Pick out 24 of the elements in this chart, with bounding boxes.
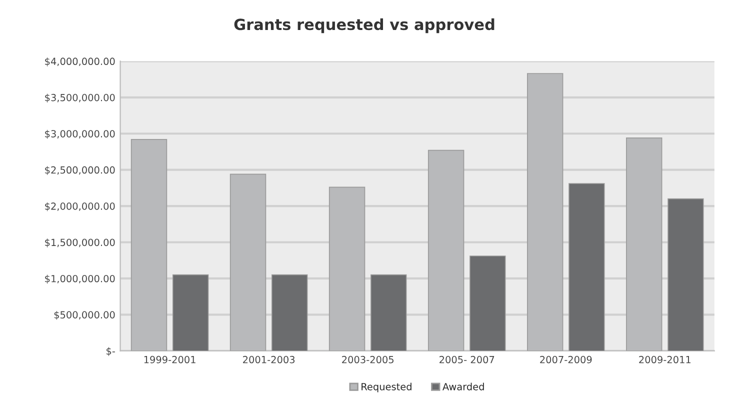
y-tick-label: $- bbox=[106, 347, 115, 356]
x-tick-label: 2005- 2007 bbox=[440, 356, 494, 364]
y-tick-label: $2,000,000.00 bbox=[45, 202, 115, 212]
chart-title: Grants requested vs approved bbox=[234, 18, 494, 34]
bar bbox=[668, 198, 704, 351]
y-tick-label: $1,500,000.00 bbox=[45, 238, 115, 248]
y-tick-label: $3,500,000.00 bbox=[45, 94, 115, 103]
y-tick-label: $500,000.00 bbox=[54, 310, 115, 320]
x-tick-label: 2003-2005 bbox=[342, 356, 394, 364]
bar bbox=[172, 274, 209, 351]
x-tick-label: 2009-2011 bbox=[639, 356, 691, 364]
bar bbox=[568, 183, 605, 351]
y-tick-label: $3,000,000.00 bbox=[45, 130, 115, 139]
legend-label: Requested bbox=[362, 382, 412, 392]
x-tick-label: 2001-2003 bbox=[243, 356, 295, 364]
bar bbox=[470, 256, 506, 351]
x-tick-label: 1999-2001 bbox=[144, 356, 196, 364]
legend-label: Awarded bbox=[442, 382, 484, 390]
bar bbox=[272, 274, 308, 351]
y-tick-label: $1,000,000.00 bbox=[45, 274, 115, 284]
y-tick-label: $4,000,000.00 bbox=[45, 58, 115, 66]
x-tick-label: 2007-2009 bbox=[540, 356, 592, 364]
bar bbox=[370, 274, 407, 351]
y-tick-label: $2,500,000.00 bbox=[45, 166, 115, 175]
